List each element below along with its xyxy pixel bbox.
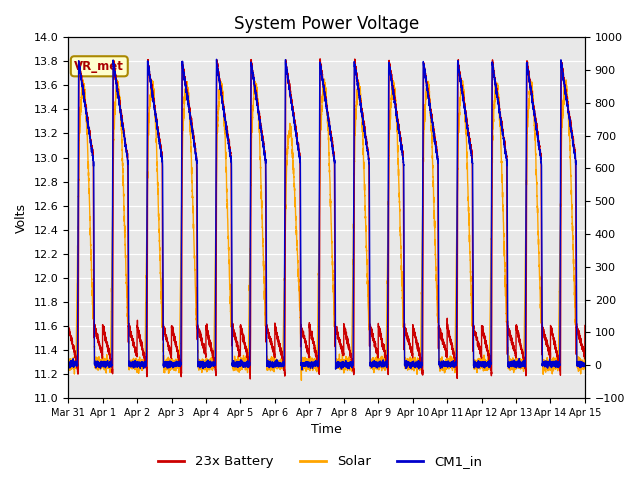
Text: VR_met: VR_met <box>74 60 124 73</box>
Title: System Power Voltage: System Power Voltage <box>234 15 419 33</box>
Y-axis label: Volts: Volts <box>15 203 28 233</box>
Legend: 23x Battery, Solar, CM1_in: 23x Battery, Solar, CM1_in <box>153 450 487 473</box>
X-axis label: Time: Time <box>311 423 342 436</box>
